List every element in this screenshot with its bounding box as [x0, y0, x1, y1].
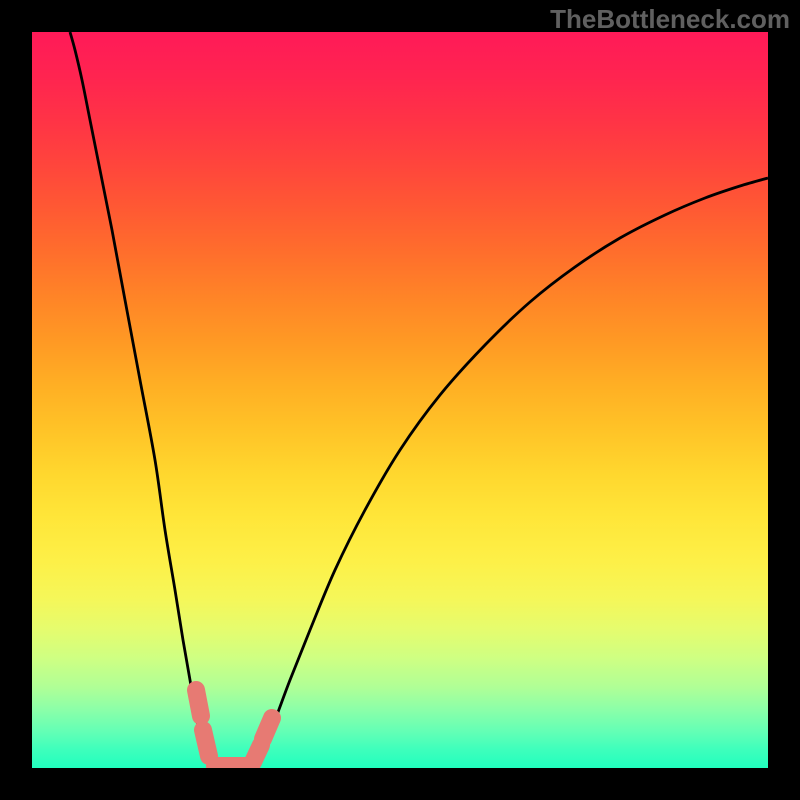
bottleneck-curve-right [252, 178, 768, 766]
bottleneck-curve-left [70, 32, 212, 766]
highlight-marker-0 [196, 690, 201, 716]
chart-container: TheBottleneck.com [0, 0, 800, 800]
highlight-marker-4 [263, 718, 272, 739]
curve-overlay [0, 0, 800, 800]
highlight-marker-1 [203, 730, 209, 756]
watermark-text: TheBottleneck.com [550, 4, 790, 35]
highlight-marker-3 [253, 745, 261, 762]
